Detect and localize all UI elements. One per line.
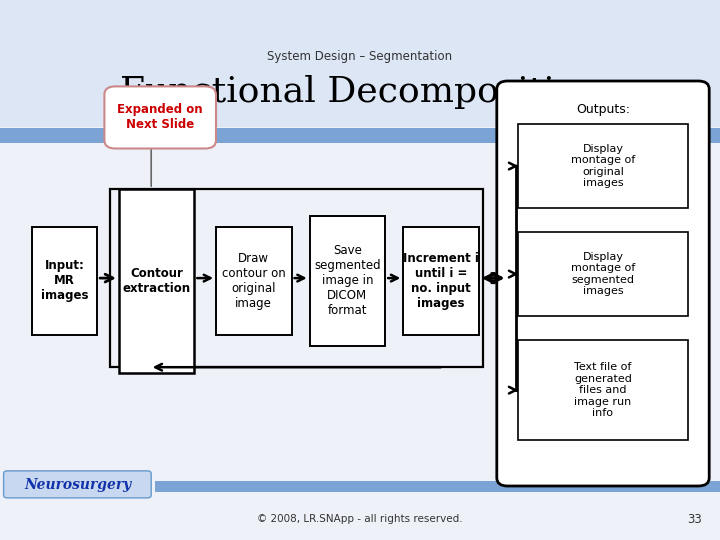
FancyBboxPatch shape xyxy=(518,232,688,316)
FancyBboxPatch shape xyxy=(104,86,216,148)
FancyBboxPatch shape xyxy=(518,124,688,208)
Text: Neurosurgery: Neurosurgery xyxy=(24,478,131,492)
Text: © 2008, LR.SNApp - all rights reserved.: © 2008, LR.SNApp - all rights reserved. xyxy=(257,515,463,524)
Text: 33: 33 xyxy=(688,513,702,526)
FancyBboxPatch shape xyxy=(32,227,97,335)
Text: Display
montage of
original
images: Display montage of original images xyxy=(571,144,635,188)
FancyBboxPatch shape xyxy=(0,0,720,127)
Text: Contour
extraction: Contour extraction xyxy=(122,267,191,295)
FancyBboxPatch shape xyxy=(155,481,720,492)
FancyBboxPatch shape xyxy=(310,216,385,346)
Text: Outputs:: Outputs: xyxy=(576,103,630,116)
FancyBboxPatch shape xyxy=(216,227,292,335)
Text: Expanded on
Next Slide: Expanded on Next Slide xyxy=(117,104,203,131)
Text: Draw
contour on
original
image: Draw contour on original image xyxy=(222,252,286,310)
FancyBboxPatch shape xyxy=(518,340,688,440)
Text: Increment i
until i =
no. input
images: Increment i until i = no. input images xyxy=(403,252,479,310)
Text: System Design – Segmentation: System Design – Segmentation xyxy=(267,50,453,63)
FancyBboxPatch shape xyxy=(403,227,479,335)
FancyBboxPatch shape xyxy=(497,81,709,486)
FancyBboxPatch shape xyxy=(580,128,720,143)
FancyBboxPatch shape xyxy=(4,471,151,498)
Text: Input:
MR
images: Input: MR images xyxy=(41,259,89,302)
Text: Functional Decomposition: Functional Decomposition xyxy=(120,75,600,109)
FancyBboxPatch shape xyxy=(0,128,566,143)
FancyBboxPatch shape xyxy=(119,189,194,373)
Text: Save
segmented
image in
DICOM
format: Save segmented image in DICOM format xyxy=(314,244,381,318)
Text: Text file of
generated
files and
image run
info: Text file of generated files and image r… xyxy=(574,362,632,418)
Text: Display
montage of
segmented
images: Display montage of segmented images xyxy=(571,252,635,296)
